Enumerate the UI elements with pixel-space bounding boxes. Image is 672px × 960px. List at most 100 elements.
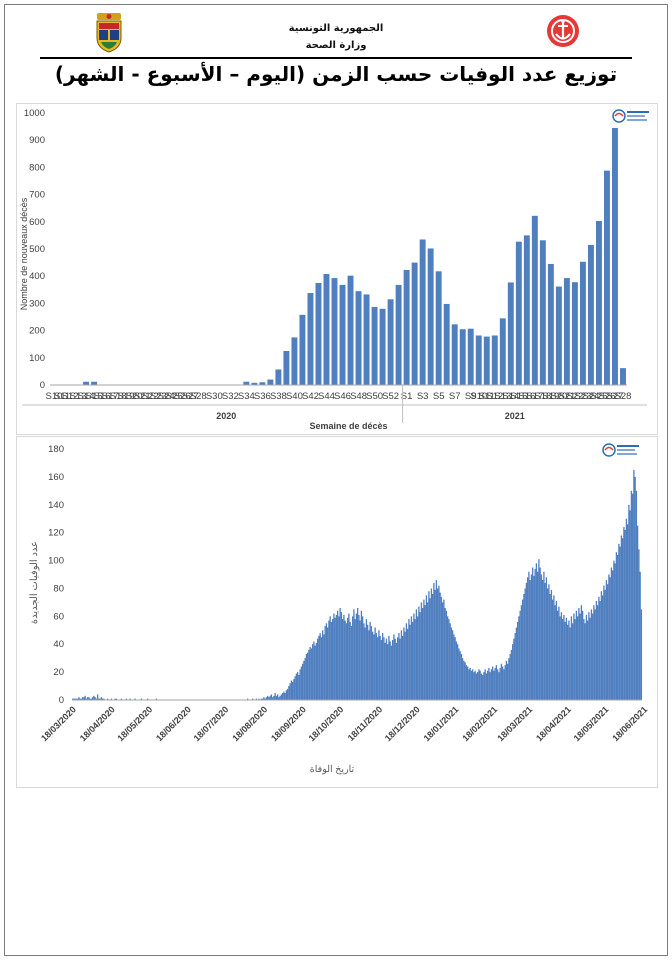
daily-bar (90, 698, 93, 700)
daily-bar (474, 670, 476, 700)
ministry-header: الجمهورية التونسية وزارة الصحة (236, 20, 436, 54)
daily-bar (562, 619, 564, 700)
bar-2021-s8 (459, 329, 466, 385)
daily-bar (343, 614, 345, 700)
daily-bar (304, 658, 306, 700)
daily-bar (329, 616, 331, 700)
daily-bar (398, 633, 400, 700)
daily-bar (102, 698, 104, 700)
daily-bar (495, 665, 498, 700)
daily-bar (129, 698, 131, 700)
daily-bar (488, 667, 490, 700)
daily-bar (535, 563, 538, 700)
daily-bar (258, 698, 260, 700)
daily-bar (317, 638, 319, 700)
daily-bar (359, 620, 361, 700)
daily-bar (372, 631, 374, 700)
daily-bar (155, 698, 158, 700)
daily-bar (554, 605, 556, 700)
daily-bar (353, 609, 355, 700)
daily-bar (380, 640, 383, 700)
daily-bar (469, 667, 471, 700)
daily-bar (489, 672, 491, 700)
daily-bar (628, 504, 630, 700)
x-tick-label: S9 (465, 391, 477, 402)
daily-bar (482, 674, 484, 700)
daily-bar (547, 588, 549, 700)
daily-bar (114, 698, 116, 700)
daily-bar (350, 626, 353, 700)
daily-bar (260, 698, 263, 700)
daily-bar (378, 630, 380, 700)
y-axis-title: عدد الوفيات الجديدة (29, 541, 40, 624)
bar-2021-s17 (531, 215, 538, 385)
daily-bar (573, 613, 575, 700)
daily-bar (288, 686, 290, 700)
daily-bar (512, 644, 514, 700)
daily-bar (472, 669, 474, 700)
daily-bar (92, 697, 94, 700)
daily-bar (312, 644, 314, 700)
bar-2021-s24 (587, 244, 594, 385)
daily-bar (499, 667, 501, 700)
daily-bar (328, 620, 330, 700)
bar-2020-s44 (323, 274, 330, 385)
daily-bar (263, 697, 265, 700)
daily-bar (374, 627, 376, 700)
x-tick-label: S3 (417, 391, 429, 402)
daily-bar (540, 574, 543, 700)
daily-bar (110, 698, 113, 700)
bar-2021-s10 (475, 335, 482, 385)
daily-bar (393, 634, 395, 700)
group-label-2021: 2021 (505, 411, 525, 421)
daily-bar (530, 574, 533, 700)
daily-bar (384, 642, 386, 700)
daily-bar (560, 612, 563, 700)
daily-bar (617, 554, 619, 700)
x-tick-label: S27 (182, 391, 199, 402)
daily-bar (447, 616, 449, 700)
daily-bar (84, 695, 86, 700)
daily-bar (619, 546, 621, 700)
daily-bar (375, 633, 378, 700)
daily-bar (423, 599, 425, 700)
daily-bar (579, 613, 581, 700)
daily-bar (385, 638, 388, 700)
x-tick-label: S36 (254, 391, 271, 402)
watermark-line (617, 445, 639, 447)
daily-bar (529, 580, 531, 700)
bar-2021-s20 (555, 286, 562, 385)
bar-2020-s14 (83, 381, 90, 385)
bar-2021-s28 (620, 368, 626, 385)
y-tick-label: 160 (48, 472, 64, 483)
bar-2021-s6 (443, 303, 450, 385)
daily-bar (545, 577, 548, 700)
daily-bar (449, 623, 451, 700)
x-tick-label: S16 (94, 391, 111, 402)
daily-bar (523, 594, 525, 700)
daily-bar (467, 666, 469, 700)
daily-bar (510, 649, 513, 700)
daily-bar (408, 619, 410, 700)
daily-bar (629, 510, 631, 700)
daily-bar (508, 658, 510, 700)
daily-bar (624, 529, 626, 700)
y-tick-label: 800 (29, 162, 45, 173)
x-tick-label: S19 (542, 391, 559, 402)
bar-2021-s9 (467, 328, 474, 385)
bar-2021-s4 (427, 248, 434, 385)
daily-bar (570, 616, 573, 700)
daily-bar (418, 606, 420, 700)
daily-bar (632, 493, 634, 700)
x-tick-label: 18/06/2021 (610, 704, 649, 743)
daily-bar (95, 698, 98, 700)
daily-bar (368, 630, 370, 700)
daily-bar (265, 697, 268, 700)
daily-bar (484, 669, 486, 700)
x-tick-label: S44 (318, 391, 335, 402)
daily-bar (528, 571, 530, 700)
bar-2020-s52 (387, 299, 394, 385)
daily-bar (548, 584, 550, 700)
watermark-line (627, 111, 649, 113)
